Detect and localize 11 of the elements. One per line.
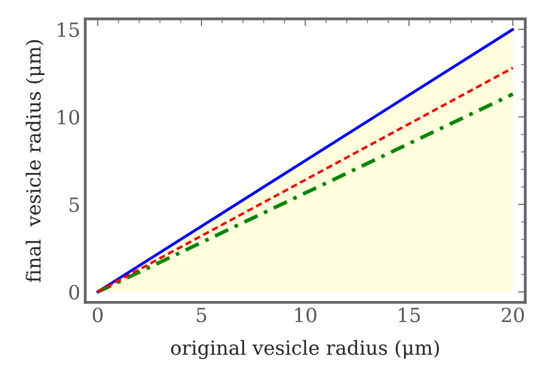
x-tick-label: 15: [399, 308, 420, 322]
y-tick-label: 10: [58, 110, 80, 125]
x-tick-label: 10: [295, 308, 316, 322]
y-tick-label: 15: [58, 22, 79, 38]
x-tick-label: 5: [196, 308, 206, 322]
y-tick-label: 5: [70, 198, 79, 212]
x-axis-title: original vesicle radius (μm): [171, 340, 439, 360]
y-tick-label: 0: [69, 284, 80, 300]
x-tick-label: 0: [92, 308, 103, 322]
x-tick-label: 20: [502, 308, 524, 322]
y-axis-title: final vesicle radius (μm): [26, 40, 45, 282]
